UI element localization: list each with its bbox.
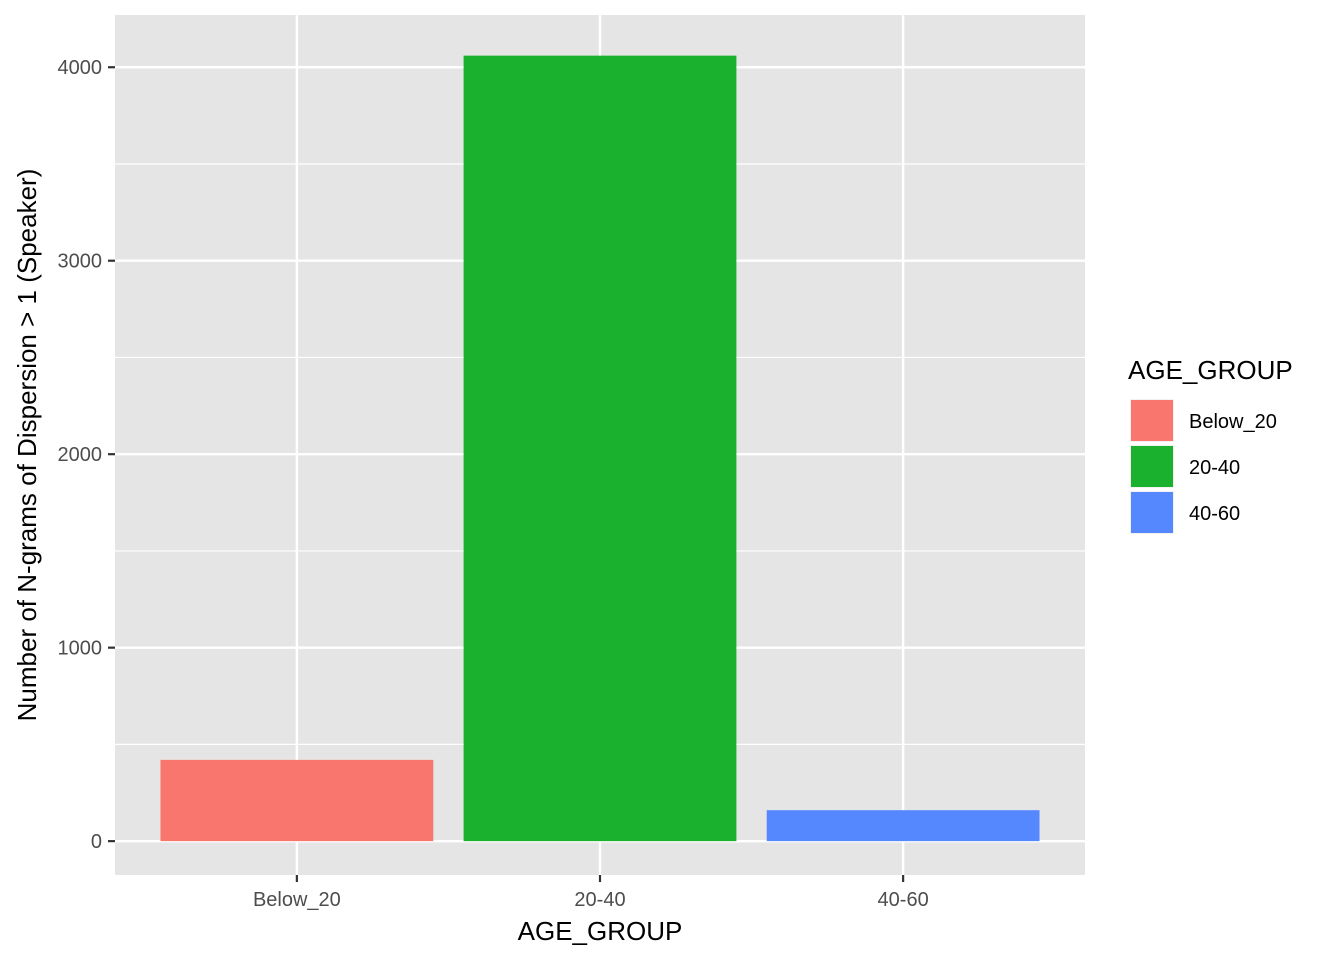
bar-40-60 (766, 810, 1040, 842)
bar-20-40 (463, 55, 737, 842)
x-axis-title: AGE_GROUP (518, 916, 683, 946)
y-tick-label: 0 (91, 831, 102, 853)
x-tick-label: 40-60 (878, 889, 929, 911)
x-axis: Below_20 20-40 40-60 (253, 875, 929, 911)
bars (160, 55, 1040, 842)
y-tick-label: 3000 (58, 251, 103, 273)
bar-below-20 (160, 759, 434, 842)
y-tick-label: 1000 (58, 638, 103, 660)
legend: AGE_GROUP Below_20 20-40 40-60 (1128, 355, 1293, 534)
x-tick-label: Below_20 (253, 889, 341, 911)
legend-items: Below_20 20-40 40-60 (1130, 399, 1277, 534)
y-tick-label: 2000 (58, 444, 103, 466)
x-tick-label: 20-40 (574, 889, 625, 911)
legend-swatch (1131, 492, 1173, 533)
legend-label: 40-60 (1189, 503, 1240, 525)
legend-label: 20-40 (1189, 457, 1240, 479)
legend-title: AGE_GROUP (1128, 355, 1293, 385)
legend-swatch (1131, 446, 1173, 487)
legend-swatch (1131, 400, 1173, 441)
legend-label: Below_20 (1189, 411, 1277, 433)
y-axis-title: Number of N-grams of Dispersion > 1 (Spe… (12, 169, 42, 722)
y-axis: 0 1000 2000 3000 4000 (58, 57, 115, 853)
y-tick-label: 4000 (58, 57, 103, 79)
